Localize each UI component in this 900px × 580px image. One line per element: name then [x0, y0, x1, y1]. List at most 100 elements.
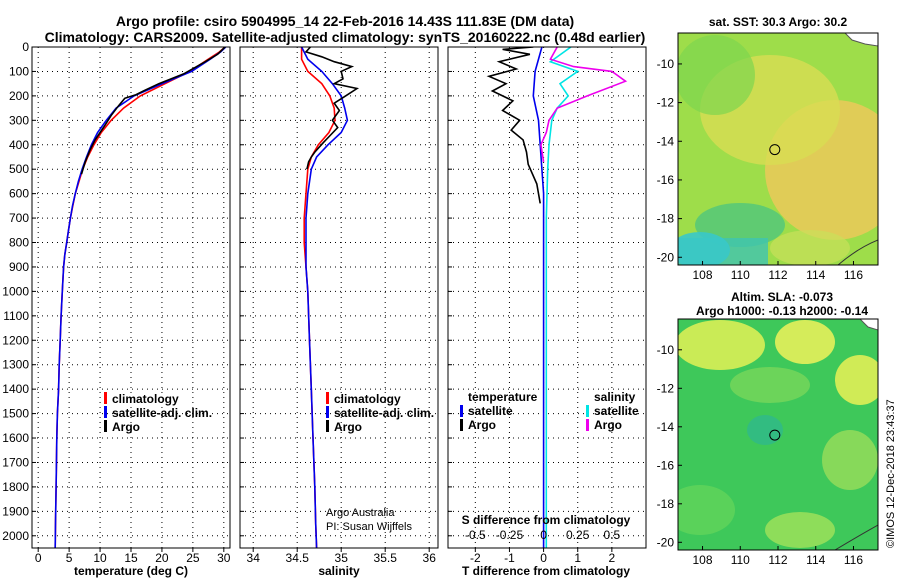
series-line-climatology [300, 47, 336, 548]
salinity-ytickmarks [240, 46, 244, 537]
legend-swatch-t-argo [460, 419, 463, 431]
sst-map: sat. SST: 30.3 Argo: 30.2 108 110 112 114 11… [657, 15, 879, 282]
difference-frame [447, 46, 647, 549]
legend-swatch-climatology [326, 392, 329, 404]
sla-map-title: Altim. SLA: -0.073 [731, 290, 833, 304]
salinity-xticks: 34 34.5 35 35.5 36 [247, 548, 437, 565]
legend-label-satellite: satellite-adj. clim. [112, 406, 212, 420]
s-tick-label: -0.25 [496, 528, 524, 542]
salinity-panel: 34 34.5 35 35.5 36 salinity climatology sate… [239, 46, 439, 578]
y-tick-label: 2000 [2, 529, 29, 543]
legend-label-s-argo: Argo [594, 418, 622, 432]
y-tick-label: 1300 [2, 358, 29, 372]
temperature-xlabel: temperature (deg C) [74, 564, 188, 578]
y-tick-label: 900 [9, 260, 29, 274]
series-line-argo [80, 47, 226, 175]
s-difference-ticklabels: -0.5 -0.25 0 0.25 0.5 [465, 528, 621, 542]
salinity-xlabel: salinity [318, 564, 360, 578]
temperature-grid [32, 46, 230, 548]
difference-legend: temperature satellite Argo salinity sate… [460, 390, 639, 432]
map-x-tick-label: 112 [768, 268, 787, 282]
map-x-tick-label: 108 [693, 553, 713, 567]
depth-yticks: 0 100 200 300 400 500 600 700 800 900 1000 1100 1200… [2, 40, 36, 543]
map-y-tick-label: -20 [657, 535, 675, 549]
x-tick-label: 5 [66, 551, 73, 565]
x-tick-label: 20 [155, 551, 169, 565]
series-line-salinity-argo [540, 47, 628, 163]
y-tick-label: 1800 [2, 480, 29, 494]
y-tick-label: 1900 [2, 504, 29, 518]
salinity-series [300, 47, 360, 548]
y-tick-label: 1100 [3, 309, 29, 323]
map-x-tick-label: 114 [806, 268, 825, 282]
x-tick-label: -2 [470, 551, 481, 565]
series-line-temperature-satellite [532, 47, 545, 548]
legend-swatch-argo [326, 420, 329, 432]
sst-map-ticks: 108 110 112 114 116 -10 -12 -14 -16 -18 -20 [657, 57, 864, 282]
sla-map-subtitle: Argo h1000: -0.13 h2000: -0.14 [696, 304, 868, 318]
y-tick-label: 1000 [2, 284, 29, 298]
y-tick-label: 300 [9, 113, 29, 127]
sst-map-field [678, 33, 878, 265]
x-tick-label: 36 [423, 551, 437, 565]
annotation-pi: PI: Susan Wijffels [326, 521, 412, 533]
map-y-tick-label: -18 [657, 497, 675, 511]
x-tick-label: 25 [186, 551, 200, 565]
map-x-tick-label: 110 [731, 553, 750, 567]
legend-label-satellite: satellite-adj. clim. [334, 406, 434, 420]
map-x-tick-label: 112 [768, 553, 787, 567]
difference-grid [448, 46, 646, 548]
argo-location-marker [769, 144, 781, 156]
y-tick-label: 800 [9, 236, 29, 250]
figure-title-line2: Climatology: CARS2009. Satellite-adjuste… [45, 29, 646, 45]
sla-map-field [678, 319, 878, 550]
legend-label-t-satellite: satellite [468, 404, 513, 418]
s-tick-label: -0.5 [465, 528, 486, 542]
x-tick-label: 15 [124, 551, 138, 565]
legend-heading-temperature: temperature [468, 390, 538, 404]
legend-label-argo: Argo [334, 420, 362, 434]
legend-swatch-satellite [326, 406, 329, 418]
x-tick-label: 34.5 [286, 551, 310, 565]
argo-location-marker [769, 429, 781, 441]
x-tick-label: 30 [217, 551, 231, 565]
x-tick-label: 0 [35, 551, 42, 565]
s-difference-label: S difference from climatology [462, 513, 631, 527]
y-tick-label: 100 [9, 64, 29, 78]
map-x-tick-label: 116 [844, 553, 863, 567]
legend-swatch-argo [104, 420, 107, 432]
annotation-argo-australia: Argo Australia [326, 507, 395, 519]
map-y-tick-label: -12 [657, 381, 675, 395]
temperature-panel: 0 5 10 15 20 25 30 0 100 200 300 400 500 600 700 800 90… [2, 40, 231, 578]
y-tick-label: 0 [22, 40, 29, 54]
salinity-legend: climatology satellite-adj. clim. Argo [326, 392, 434, 434]
sla-map-ticks: 108 110 112 114 116 -10 -12 -14 -16 -18 -20 [657, 343, 864, 567]
x-tick-label: 1 [574, 551, 581, 565]
map-x-tick-label: 108 [693, 268, 713, 282]
legend-label-s-satellite: satellite [594, 404, 639, 418]
x-tick-label: -1 [504, 551, 515, 565]
y-tick-label: 1600 [2, 431, 29, 445]
map-y-tick-label: -20 [657, 250, 675, 264]
t-difference-xticks: -2 -1 0 1 2 [470, 548, 616, 565]
series-line-temperature-argo [486, 47, 541, 204]
legend-swatch-satellite [104, 406, 107, 418]
series-line-argo [304, 47, 360, 170]
map-x-tick-label: 110 [731, 268, 750, 282]
x-tick-label: 10 [93, 551, 107, 565]
y-tick-label: 500 [9, 162, 29, 176]
difference-ytickmarks [448, 46, 452, 537]
difference-panel: -2 -1 0 1 2 -0.5 -0.25 0 0.25 0.5 S difference f… [447, 46, 647, 578]
legend-label-argo: Argo [112, 420, 140, 434]
series-line-satellite-adj-clim- [54, 47, 227, 548]
map-y-tick-label: -14 [657, 420, 675, 434]
y-tick-label: 600 [9, 187, 29, 201]
y-tick-label: 1200 [2, 333, 29, 347]
x-tick-label: 0 [540, 551, 547, 565]
map-y-tick-label: -18 [657, 212, 675, 226]
x-tick-label: 35 [335, 551, 349, 565]
difference-series [486, 47, 628, 548]
map-y-tick-label: -12 [657, 96, 675, 110]
t-difference-xlabel: T difference from climatology [462, 564, 630, 578]
legend-heading-salinity: salinity [594, 390, 636, 404]
